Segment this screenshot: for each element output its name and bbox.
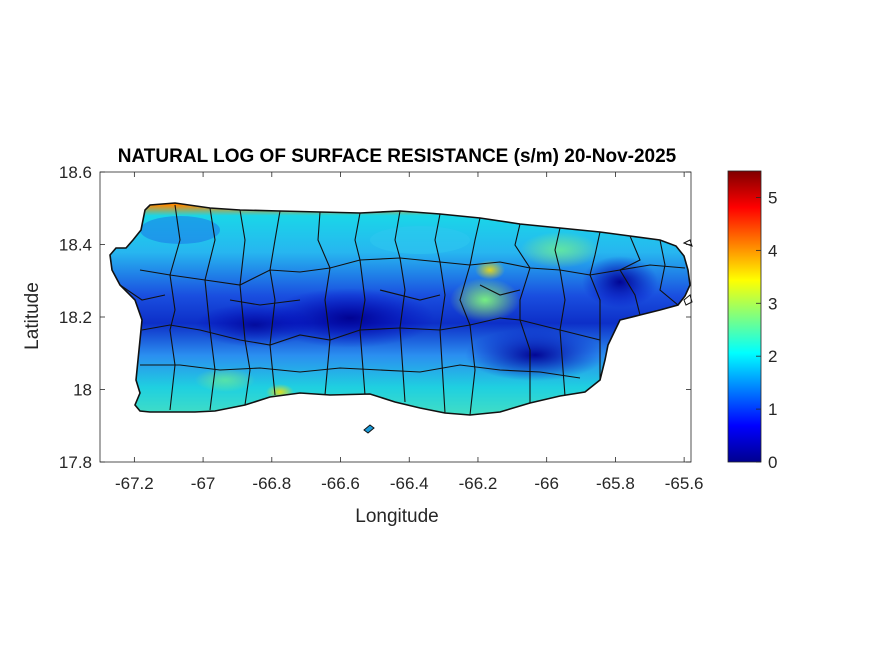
y-tick-label: 18.6 [59, 163, 92, 182]
x-axis-label: Longitude [355, 506, 438, 527]
colorbar [727, 170, 762, 463]
colorbar-ticks: 0 1 2 3 4 5 [756, 188, 777, 472]
x-tick-label: -67.2 [115, 474, 154, 493]
x-tick-label: -65.6 [665, 474, 704, 493]
y-axis-label: Latitude [22, 282, 43, 350]
island-outline [109, 202, 691, 416]
surface-resistance-field [110, 203, 690, 415]
y-axis: 18.6 18.4 18.2 18 17.8 [59, 163, 691, 472]
islet-caja-de-muertos [363, 424, 375, 434]
municipality-boundaries [119, 204, 686, 415]
colorbar-tick-label: 4 [768, 241, 777, 260]
colorbar-tick-label: 0 [768, 453, 777, 472]
y-tick-label: 18.4 [59, 236, 92, 255]
x-tick-label: -66 [534, 474, 559, 493]
x-tick-label: -66.4 [390, 474, 429, 493]
y-tick-label: 18.2 [59, 308, 92, 327]
colorbar-tick-label: 1 [768, 400, 777, 419]
colorbar-tick-label: 3 [768, 294, 777, 313]
colorbar-tick-label: 2 [768, 347, 777, 366]
x-tick-label: -66.6 [321, 474, 360, 493]
x-tick-label: -67 [191, 474, 216, 493]
x-tick-label: -66.8 [252, 474, 291, 493]
islet-east [683, 294, 693, 306]
x-tick-label: -66.2 [459, 474, 498, 493]
y-tick-label: 18 [73, 381, 92, 400]
x-tick-label: -65.8 [596, 474, 635, 493]
chart-title: NATURAL LOG OF SURFACE RESISTANCE (s/m) … [118, 146, 677, 167]
x-axis: -67.2 -67 -66.8 -66.6 -66.4 -66.2 -66 -65.8 -65.… [115, 172, 704, 493]
y-tick-label: 17.8 [59, 453, 92, 472]
colorbar-tick-label: 5 [768, 188, 777, 207]
